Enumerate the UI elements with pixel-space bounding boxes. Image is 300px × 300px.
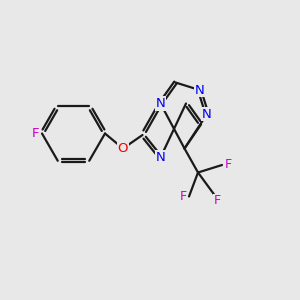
Text: F: F	[224, 158, 232, 172]
Text: N: N	[156, 97, 165, 110]
Text: F: F	[32, 127, 39, 140]
Text: O: O	[118, 142, 128, 155]
Text: N: N	[156, 151, 165, 164]
Text: F: F	[214, 194, 221, 208]
Text: N: N	[202, 107, 212, 121]
Text: F: F	[179, 190, 187, 203]
Text: N: N	[195, 83, 204, 97]
